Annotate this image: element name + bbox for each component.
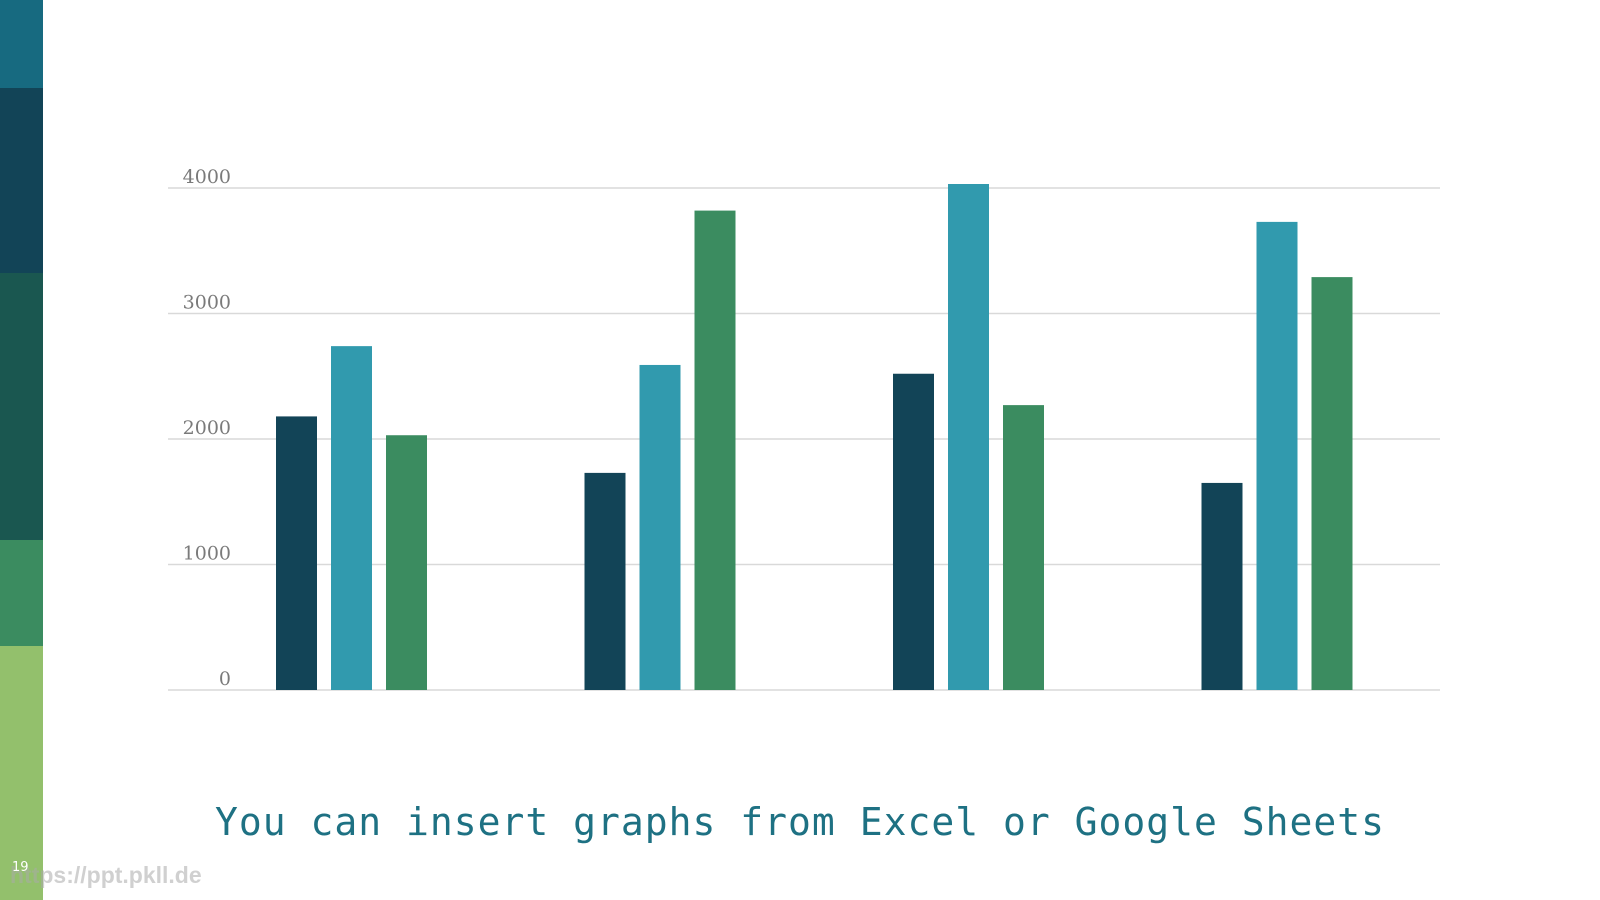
bar-series-3-group-2 <box>694 210 736 690</box>
bar-series-3-group-4 <box>1311 277 1353 690</box>
bar-series-3-group-1 <box>386 435 427 690</box>
page-number: 19 <box>12 860 29 875</box>
bar-series-1-group-1 <box>276 416 317 690</box>
y-tick-label: 0 <box>219 668 231 690</box>
bar-series-2-group-1 <box>331 346 372 690</box>
bar-series-1-group-4 <box>1201 482 1243 690</box>
y-tick-label: 4000 <box>183 166 231 188</box>
strip-segment-3 <box>0 273 43 540</box>
strip-segment-5 <box>0 646 43 900</box>
bar-series-3-group-3 <box>1003 405 1044 690</box>
side-color-strip <box>0 0 43 900</box>
y-tick-label: 2000 <box>183 417 231 439</box>
bar-series-1-group-2 <box>584 472 626 690</box>
bar-series-2-group-3 <box>948 184 989 690</box>
strip-segment-4 <box>0 540 43 646</box>
y-axis-ticks: 0 1000 2000 3000 4000 <box>183 166 231 690</box>
bars <box>276 184 1353 690</box>
bar-series-1-group-3 <box>893 373 934 690</box>
strip-segment-2 <box>0 88 43 273</box>
y-tick-label: 1000 <box>183 543 231 565</box>
strip-segment-1 <box>0 0 43 88</box>
bar-series-2-group-4 <box>1256 221 1298 690</box>
watermark-url: https://ppt.pkll.de <box>10 862 202 888</box>
y-tick-label: 3000 <box>183 292 231 314</box>
slide-caption: You can insert graphs from Excel or Goog… <box>214 800 1386 844</box>
bar-series-2-group-2 <box>639 364 681 690</box>
